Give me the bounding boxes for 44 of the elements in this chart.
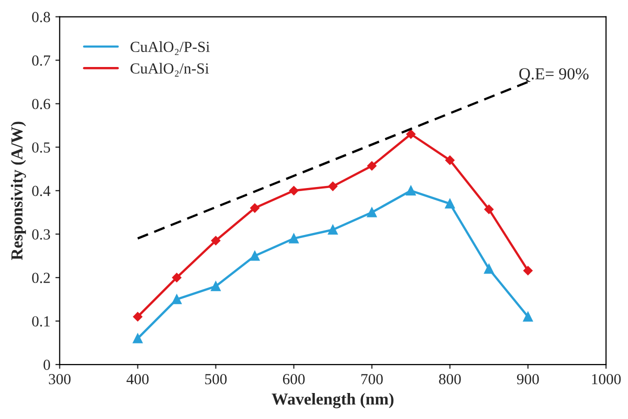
x-axis-title: Wavelength (nm) [272,392,394,408]
x-tick-label: 800 [439,374,461,384]
x-tick-label: 300 [48,374,71,384]
point [484,264,494,274]
legend-label: CuAlO₂/P-Si [130,41,210,56]
point [288,234,299,244]
point [367,161,376,170]
point [250,203,260,213]
y-tick-label: 0.2 [32,272,50,284]
point [328,182,338,191]
x-tick-label: 700 [361,374,383,384]
y-tick-label: 0.4 [32,186,50,196]
point [132,334,143,344]
y-tick-label: 0.6 [32,98,50,110]
point [210,281,221,292]
point [172,294,182,304]
point [289,186,298,196]
x-tick-label: 600 [283,374,305,384]
point [406,130,416,139]
y-axis-title: Responsivity (A/W) [10,122,26,260]
point [445,198,455,209]
x-tick-label: 500 [205,374,227,384]
point [211,236,220,246]
y-tick-label: 0.5 [32,142,50,153]
y-tick-label: 0.8 [32,12,50,22]
point [484,204,494,214]
point [367,208,377,218]
y-tick-label: 0.1 [32,316,50,327]
point [133,312,142,322]
y-tick-label: 0 [44,360,50,370]
x-tick-label: 400 [126,374,149,384]
point [328,224,338,235]
y-tick-label: 0.7 [32,55,50,66]
point [523,312,533,322]
point [445,156,455,165]
annotation: Q.E= 90% [519,68,589,82]
point [523,266,533,276]
y-tick-label: 0.3 [32,229,50,240]
x-tick-label: 900 [517,374,539,384]
point [250,250,260,261]
legend-label: CuAlO₂/n-Si [130,62,209,77]
point [406,186,416,196]
point [172,272,182,282]
x-tick-label: 1000 [592,374,621,384]
